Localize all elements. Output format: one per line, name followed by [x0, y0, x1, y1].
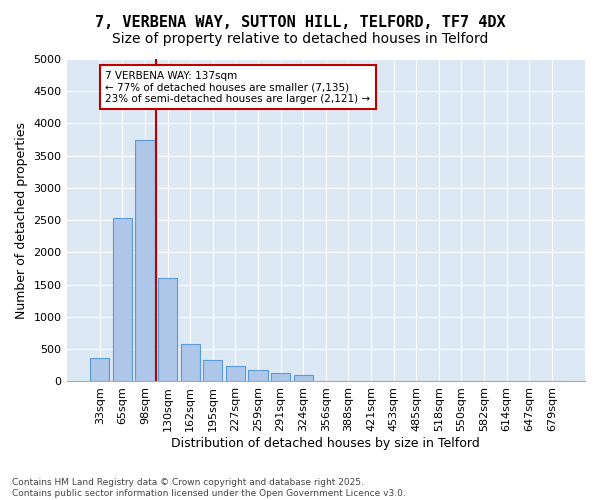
Text: 7 VERBENA WAY: 137sqm
← 77% of detached houses are smaller (7,135)
23% of semi-d: 7 VERBENA WAY: 137sqm ← 77% of detached … — [106, 70, 370, 104]
Text: 7, VERBENA WAY, SUTTON HILL, TELFORD, TF7 4DX: 7, VERBENA WAY, SUTTON HILL, TELFORD, TF… — [95, 15, 505, 30]
Bar — [248, 370, 268, 382]
Bar — [293, 375, 313, 382]
Text: Contains HM Land Registry data © Crown copyright and database right 2025.
Contai: Contains HM Land Registry data © Crown c… — [12, 478, 406, 498]
Bar — [271, 373, 290, 382]
Bar — [90, 358, 109, 382]
Bar — [181, 344, 200, 382]
Bar — [136, 140, 155, 382]
Bar — [226, 366, 245, 382]
Bar — [113, 218, 132, 382]
Bar — [203, 360, 223, 382]
Bar — [158, 278, 177, 382]
Y-axis label: Number of detached properties: Number of detached properties — [15, 122, 28, 318]
Text: Size of property relative to detached houses in Telford: Size of property relative to detached ho… — [112, 32, 488, 46]
X-axis label: Distribution of detached houses by size in Telford: Distribution of detached houses by size … — [172, 437, 480, 450]
